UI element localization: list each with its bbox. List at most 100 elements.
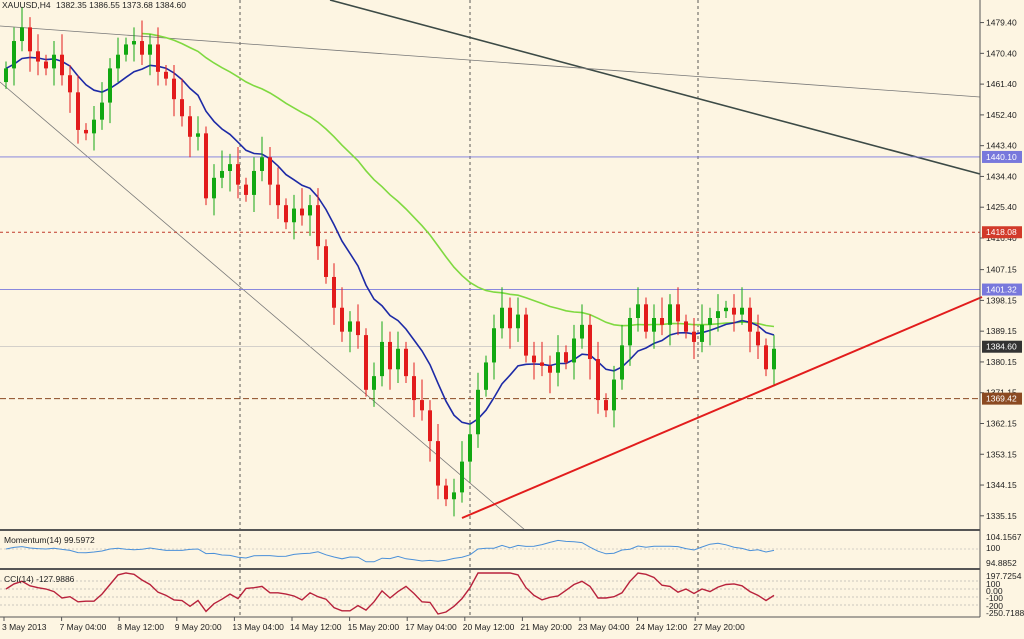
candle-body	[476, 389, 480, 435]
time-tick-label: 14 May 12:00	[290, 622, 342, 632]
candle-body	[148, 44, 152, 55]
candle-body	[164, 71, 168, 79]
price-tick-label: 1344.15	[986, 480, 1017, 490]
candle-body	[492, 328, 496, 363]
candle-body	[124, 44, 128, 55]
candle-body	[556, 352, 560, 373]
candle-body	[404, 348, 408, 377]
level-tag-1418.08	[982, 226, 1022, 239]
time-tick-label: 21 May 20:00	[520, 622, 572, 632]
momentum-line	[5, 539, 775, 563]
candle-body	[84, 129, 88, 134]
candle-body	[20, 27, 24, 42]
candle-body	[396, 348, 400, 370]
candle-body	[180, 99, 184, 117]
candle-body	[564, 352, 568, 363]
price-tick-label: 1353.15	[986, 449, 1017, 459]
candle-body	[364, 335, 368, 390]
cci-tick-5: -200	[986, 601, 1003, 611]
price-tick-label: 1389.15	[986, 326, 1017, 336]
time-tick-label: 13 May 04:00	[232, 622, 284, 632]
candle-body	[764, 345, 768, 370]
candle-body	[524, 314, 528, 356]
level-tag-label: 1418.08	[986, 227, 1017, 237]
candle-body	[44, 61, 48, 69]
candle-body	[628, 318, 632, 346]
candle-body	[156, 44, 160, 72]
candle-body	[580, 324, 584, 339]
momentum-tick-low: 94.8852	[986, 558, 1017, 568]
candle-body	[100, 102, 104, 120]
candle-body	[436, 441, 440, 486]
candle-body	[68, 75, 72, 93]
candle-body	[292, 208, 296, 223]
candle-body	[572, 338, 576, 363]
time-tick-label: 9 May 20:00	[175, 622, 222, 632]
time-tick-label: 24 May 12:00	[636, 622, 688, 632]
candle-body	[236, 164, 240, 185]
candle-body	[252, 170, 256, 195]
candle-body	[732, 307, 736, 315]
candle-body	[468, 434, 472, 462]
support-trendline	[461, 296, 983, 519]
price-tick-label: 1398.15	[986, 295, 1017, 305]
momentum-label: Momentum(14) 99.5972	[4, 535, 95, 545]
candle-body	[684, 321, 688, 332]
cci-tick-2: 100	[986, 579, 1000, 589]
price-tick-label: 1461.40	[986, 79, 1017, 89]
price-tick-label: 1443.40	[986, 141, 1017, 151]
price-tick-label: 1434.40	[986, 171, 1017, 181]
candle-body	[220, 170, 224, 178]
price-tick-label: 1380.15	[986, 357, 1017, 367]
candle-body	[276, 184, 280, 206]
candle-body	[756, 331, 760, 346]
level-tag-1369.42	[982, 392, 1022, 405]
candle-body	[340, 307, 344, 332]
candle-body	[28, 27, 32, 52]
candle-body	[500, 307, 504, 329]
candle-body	[620, 345, 624, 380]
time-tick-label: 27 May 20:00	[693, 622, 745, 632]
candle-body	[420, 400, 424, 411]
price-tick-label: 1479.40	[986, 18, 1017, 28]
candle-body	[740, 307, 744, 315]
candle-body	[708, 318, 712, 325]
candle-body	[212, 177, 216, 199]
candle-body	[140, 41, 144, 55]
candle-body	[116, 54, 120, 69]
candle-body	[308, 205, 312, 216]
momentum-tick-mid: 100	[986, 543, 1000, 553]
candle-body	[460, 461, 464, 493]
long-term-resistance-line	[329, 0, 981, 175]
candle-body	[268, 157, 272, 185]
candle-body	[52, 54, 56, 69]
header-ohlc: 1382.35 1386.55 1373.68 1384.60	[56, 0, 186, 10]
candle-body	[324, 246, 328, 277]
price-tick-label: 1470.40	[986, 48, 1017, 58]
cci-tick-6: -250.7188	[986, 608, 1024, 618]
candle-body	[36, 51, 40, 62]
candle-body	[636, 304, 640, 318]
candle-body	[452, 492, 456, 500]
level-tag-label: 1440.10	[986, 152, 1017, 162]
candle-body	[668, 304, 672, 325]
level-tag-1401.32	[982, 283, 1022, 296]
candle-body	[428, 410, 432, 442]
candle-body	[300, 208, 304, 216]
price-tick-label: 1407.15	[986, 265, 1017, 275]
candle-body	[612, 379, 616, 411]
candle-body	[188, 116, 192, 137]
candle-body	[772, 348, 776, 370]
candle-body	[700, 324, 704, 342]
time-tick-label: 23 May 04:00	[578, 622, 630, 632]
candle-body	[516, 314, 520, 329]
candle-body	[588, 324, 592, 360]
candle-body	[196, 133, 200, 137]
candle-body	[540, 362, 544, 366]
candle-body	[716, 311, 720, 318]
candle-body	[244, 184, 248, 195]
candle-body	[412, 376, 416, 401]
candle-body	[388, 341, 392, 370]
